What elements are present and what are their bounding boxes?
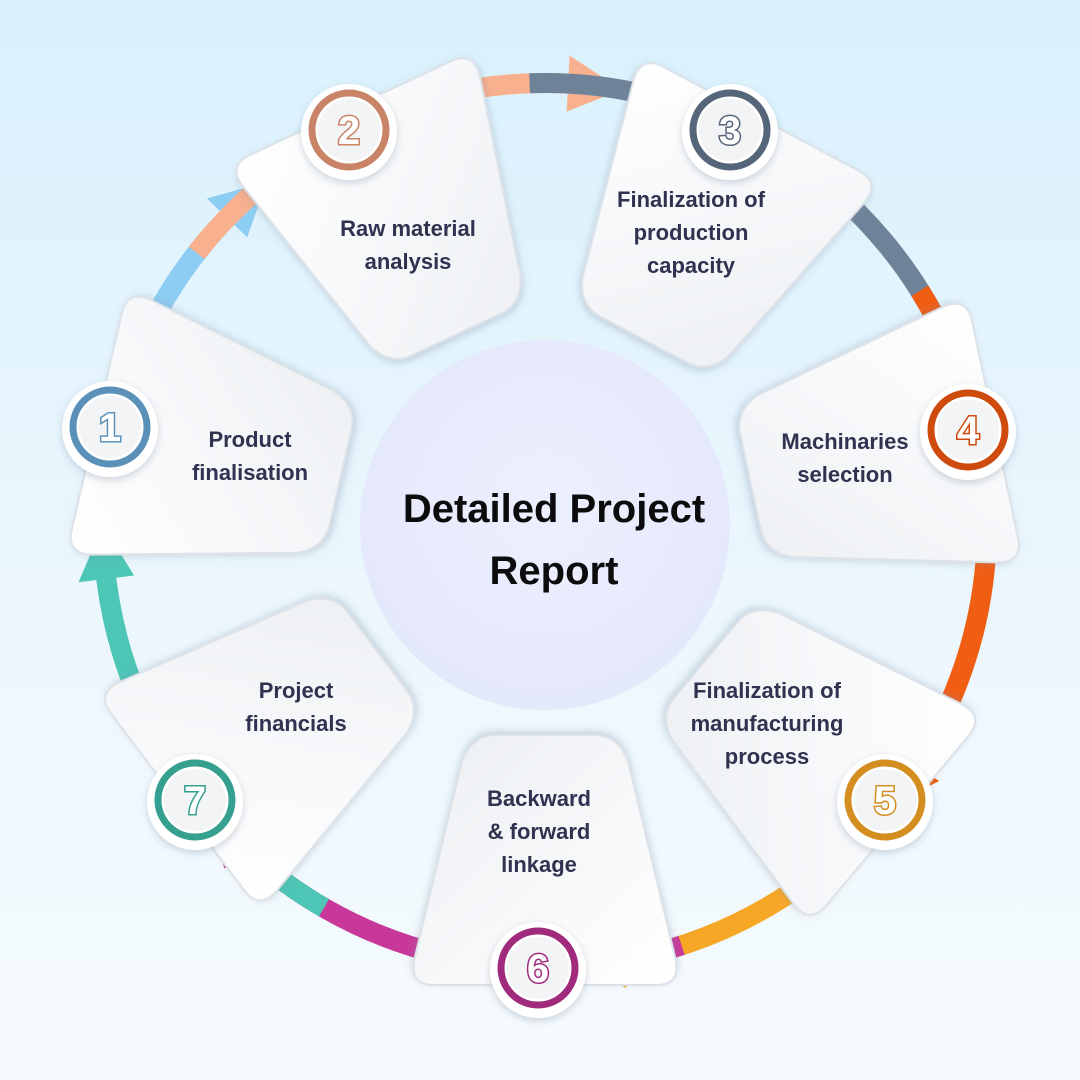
- step-label-line: production: [633, 219, 749, 245]
- step-card-3: [581, 62, 873, 368]
- step-badge-7: 7: [147, 754, 243, 850]
- badge-number: 3: [719, 109, 741, 153]
- step-label-7: Project financials: [186, 674, 406, 740]
- step-label-3: Finalization of production capacity: [581, 183, 801, 282]
- badge-inner: [699, 99, 761, 161]
- step-label-line: capacity: [646, 252, 736, 278]
- step-badge-5: 5: [837, 754, 933, 850]
- step-badge-6: 6: [490, 922, 586, 1018]
- badge-number: 4: [957, 409, 980, 453]
- step-label-6: Backward & forward linkage: [429, 782, 649, 881]
- step-label-line: Project: [258, 678, 334, 703]
- center-circle: [360, 340, 730, 710]
- step-label-line: Finalization of: [617, 186, 765, 212]
- step-label-line: selection: [797, 462, 893, 487]
- step-label-line: Machinaries: [781, 429, 909, 454]
- badge-number: 7: [184, 779, 206, 823]
- center-title-line: Detailed Project: [402, 487, 706, 531]
- badge-inner: [164, 769, 226, 831]
- step-card-1: [69, 295, 354, 556]
- step-label-1: Product finalisation: [140, 423, 360, 489]
- step-badge-1: 1: [62, 381, 158, 477]
- step-label-4: Machinaries selection: [735, 425, 955, 491]
- step-card-7: [104, 597, 415, 902]
- step-label-line: process: [724, 743, 810, 769]
- step-badge-4: 4: [920, 384, 1016, 480]
- step-label-line: manufacturing: [690, 710, 844, 736]
- center-title: Detailed Project Report: [380, 478, 728, 602]
- badge-number: 5: [874, 779, 896, 823]
- step-label-line: Raw material: [340, 216, 476, 241]
- step-label-line: Backward: [487, 785, 591, 811]
- step-label-line: Finalization of: [693, 677, 841, 703]
- badge-inner: [854, 769, 916, 831]
- step-card-6: [412, 734, 678, 986]
- step-label-2: Raw material analysis: [298, 212, 518, 278]
- step-label-line: analysis: [364, 249, 452, 274]
- step-card-5: [665, 609, 977, 916]
- step-badge-2: 2: [301, 84, 397, 180]
- badge-number: 6: [527, 947, 549, 991]
- badge-number: 2: [338, 109, 360, 153]
- step-badge-3: 3: [682, 84, 778, 180]
- step-card-4: [738, 302, 1020, 564]
- step-label-line: finalisation: [191, 460, 309, 485]
- center-title-line: Report: [489, 549, 619, 593]
- step-badges-layer: 1 2 3 4 5 6 7: [62, 84, 1016, 1018]
- badge-inner: [79, 396, 141, 458]
- step-label-5: Finalization of manufacturing process: [657, 674, 877, 773]
- badge-number: 1: [99, 406, 121, 450]
- step-label-line: linkage: [501, 851, 577, 877]
- step-label-line: financials: [245, 711, 347, 736]
- badge-inner: [507, 937, 569, 999]
- step-label-line: & forward: [487, 818, 591, 844]
- step-label-line: Product: [208, 427, 292, 452]
- badge-inner: [318, 99, 380, 161]
- badge-inner: [937, 399, 999, 461]
